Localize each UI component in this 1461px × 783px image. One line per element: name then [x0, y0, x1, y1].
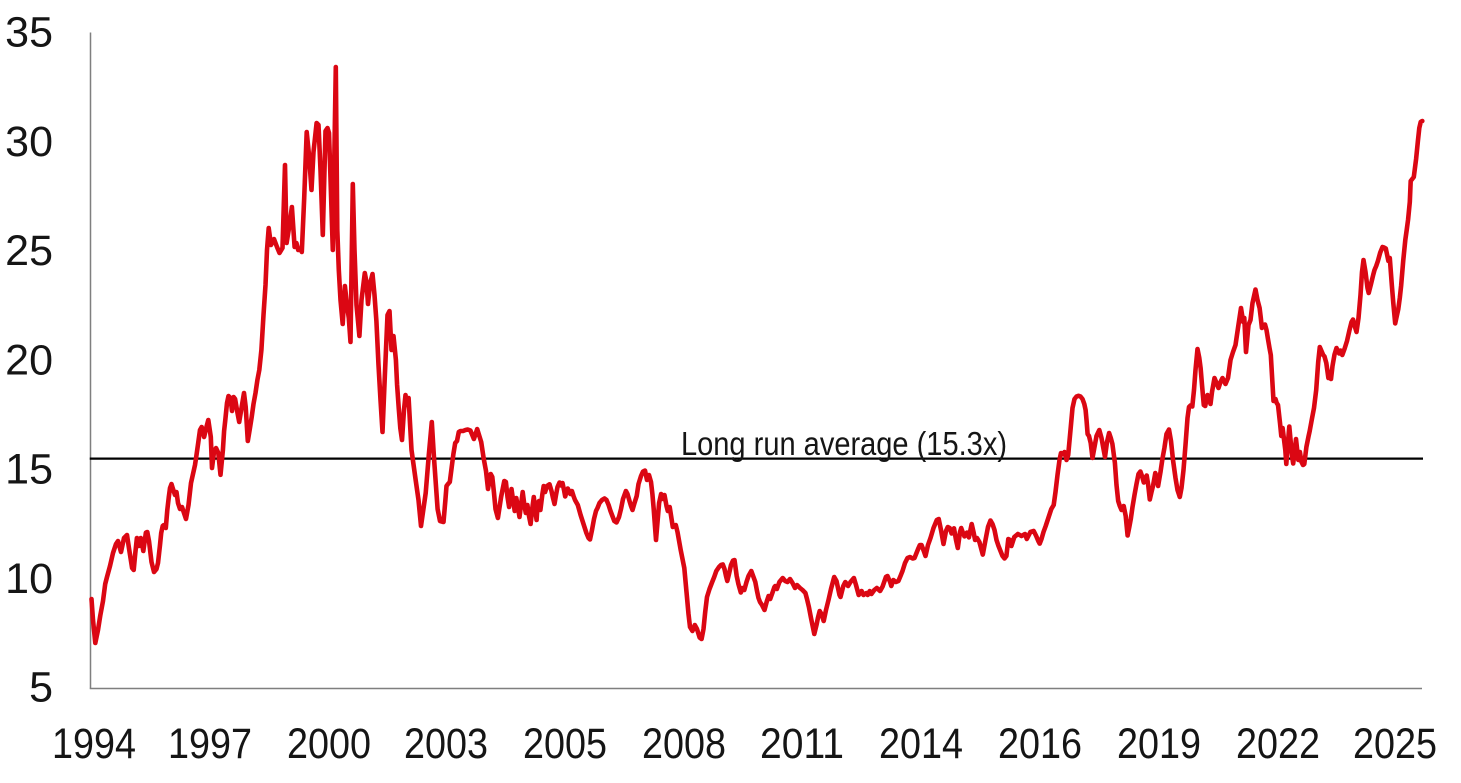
svg-text:2016: 2016 — [998, 720, 1082, 768]
svg-text:2014: 2014 — [879, 720, 963, 768]
svg-text:30: 30 — [5, 118, 53, 166]
svg-text:35: 35 — [5, 9, 53, 57]
svg-text:2000: 2000 — [287, 720, 371, 768]
svg-text:2025: 2025 — [1353, 720, 1437, 768]
svg-text:25: 25 — [5, 227, 53, 275]
svg-text:15: 15 — [5, 446, 53, 494]
svg-text:2019: 2019 — [1117, 720, 1201, 768]
svg-text:1997: 1997 — [168, 720, 252, 768]
svg-text:5: 5 — [29, 664, 53, 712]
svg-text:2005: 2005 — [523, 720, 607, 768]
svg-text:2022: 2022 — [1236, 720, 1320, 768]
svg-text:1994: 1994 — [52, 720, 136, 768]
svg-text:20: 20 — [5, 336, 53, 384]
svg-text:Long run average (15.3x): Long run average (15.3x) — [681, 425, 1007, 462]
svg-text:10: 10 — [5, 555, 53, 603]
svg-text:2011: 2011 — [760, 720, 844, 768]
svg-text:2008: 2008 — [642, 720, 726, 768]
svg-text:2003: 2003 — [404, 720, 488, 768]
